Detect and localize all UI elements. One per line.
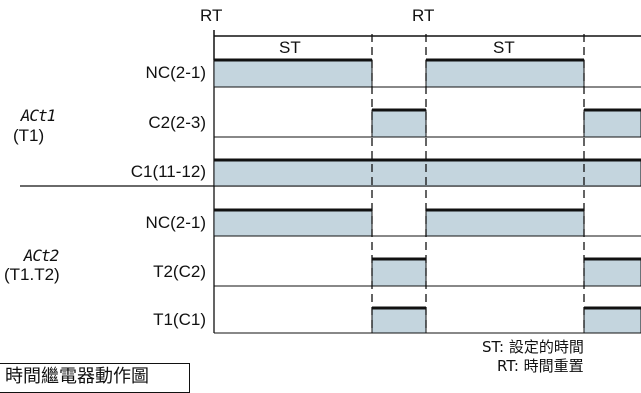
timing-markers bbox=[371, 34, 585, 333]
pulse-t1-a bbox=[371, 307, 427, 334]
pulse-nc1-b bbox=[425, 59, 585, 88]
group-act1-name: ACt1 bbox=[20, 106, 57, 125]
rt-label-left: RT bbox=[200, 6, 223, 25]
row-label: NC(2-1) bbox=[145, 213, 206, 232]
caption-box: 時間繼電器動作圖 bbox=[0, 363, 190, 393]
row-label: C1(11-12) bbox=[130, 162, 206, 181]
caption-title: 時間繼電器動作圖 bbox=[5, 366, 149, 387]
rt-label-right: RT bbox=[412, 6, 435, 25]
row-label: C2(2-3) bbox=[148, 113, 206, 132]
group-act2-name: ACt2 bbox=[23, 246, 60, 265]
pulse-t1-b bbox=[583, 307, 641, 334]
pulse-c1 bbox=[213, 159, 641, 187]
row-label: T1(C1) bbox=[153, 310, 206, 329]
group-act1-sub: (T1) bbox=[13, 126, 45, 145]
pulse-c2-b bbox=[583, 109, 641, 138]
legend-st: ST: 設定的時間 bbox=[482, 338, 584, 356]
st-label-left: ST bbox=[279, 38, 301, 57]
pulse-c2-a bbox=[371, 109, 427, 138]
pulse-nc1-a bbox=[213, 59, 373, 88]
pulse-nc2-b bbox=[425, 209, 585, 237]
on-pulses bbox=[213, 58, 641, 334]
timing-diagram bbox=[20, 30, 641, 334]
st-label-right: ST bbox=[493, 38, 515, 57]
pulse-t2-a bbox=[371, 258, 427, 287]
row-label: NC(2-1) bbox=[145, 63, 206, 82]
group-act2-sub: (T1.T2) bbox=[4, 265, 60, 284]
legend-rt: RT: 時間重置 bbox=[497, 357, 584, 375]
row-label: T2(C2) bbox=[153, 262, 206, 281]
pulse-t2-b bbox=[583, 258, 641, 287]
pulse-nc2-a bbox=[213, 209, 373, 237]
